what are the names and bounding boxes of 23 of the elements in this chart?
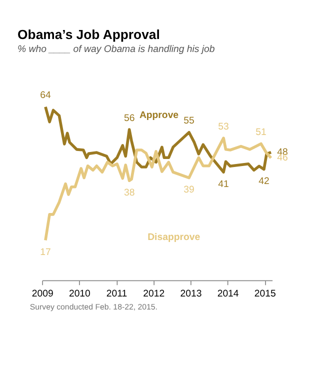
data-label: 51 — [256, 126, 266, 138]
x-tick-label: 2011 — [106, 288, 128, 300]
x-tick-label: 2010 — [68, 288, 90, 300]
series-label: Approve — [139, 110, 180, 121]
data-label: 53 — [218, 121, 229, 132]
data-label: 41 — [218, 179, 229, 190]
data-label: 42 — [258, 176, 270, 188]
data-label: 56 — [124, 112, 135, 124]
x-tick-label: 2009 — [32, 288, 54, 300]
text: Survey conducted Feb. 18-22, 2015. — [30, 302, 158, 312]
chart-title: Obama’s Job Approval — [18, 26, 160, 42]
data-label: 46 — [277, 152, 288, 164]
data-label: 39 — [184, 184, 194, 196]
data-label: 38 — [124, 188, 135, 199]
x-tick-label: 2012 — [143, 288, 165, 300]
data-label: 17 — [40, 247, 51, 258]
data-label: 55 — [184, 116, 194, 127]
x-tick-label: 2015 — [254, 288, 276, 300]
text: Disapprove — [148, 232, 201, 244]
chart-subtitle: % who ____ of way Obama is handling his job — [18, 44, 216, 56]
data-label: 64 — [40, 90, 52, 102]
x-tick-label: 2014 — [217, 288, 240, 300]
x-tick-label: 2013 — [180, 288, 202, 300]
